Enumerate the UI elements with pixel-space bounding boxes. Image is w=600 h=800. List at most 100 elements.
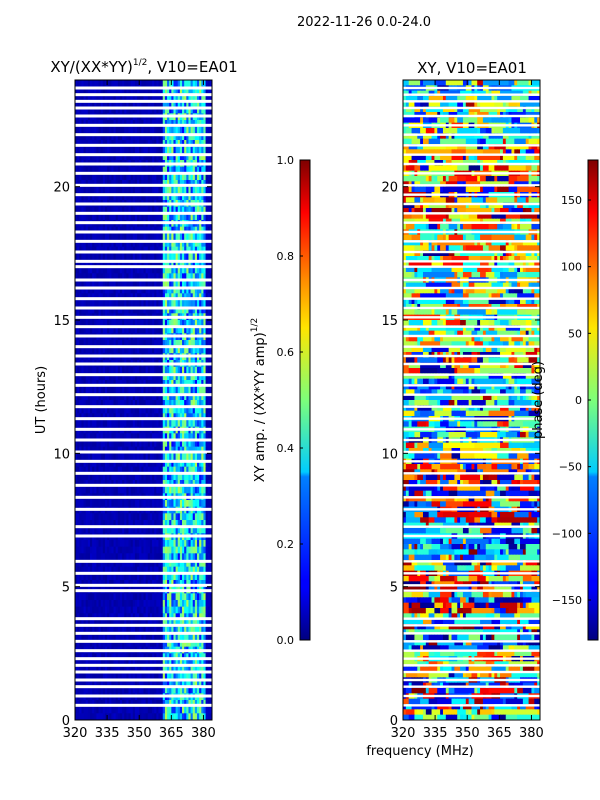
heatmap-cell xyxy=(96,180,100,188)
heatmap-cell xyxy=(188,226,192,234)
heatmap-cell xyxy=(100,140,104,148)
heatmap-cell xyxy=(87,260,91,268)
heatmap-cell xyxy=(117,300,121,308)
heatmap-cell xyxy=(104,460,108,468)
heatmap-cell xyxy=(94,473,98,481)
heatmap-cell xyxy=(186,106,190,114)
heatmap-cell xyxy=(190,406,194,414)
heatmap-cell xyxy=(119,560,123,568)
heatmap-cell xyxy=(207,126,211,134)
heatmap-cell xyxy=(169,540,172,548)
heatmap-cell xyxy=(192,380,196,388)
heatmap-cell xyxy=(167,400,170,408)
heatmap-cell xyxy=(207,560,211,568)
heatmap-cell xyxy=(162,566,166,574)
heatmap-cell xyxy=(104,140,108,148)
heatmap-cell xyxy=(128,93,132,101)
heatmap-cell xyxy=(175,293,179,301)
heatmap-cell xyxy=(83,373,87,381)
heatmap-cell xyxy=(92,133,95,141)
heatmap-cell xyxy=(98,406,102,414)
heatmap-cell xyxy=(85,593,89,601)
heatmap-cell xyxy=(164,106,168,114)
heatmap-cell xyxy=(205,233,209,241)
heatmap-cell xyxy=(117,266,121,274)
heatmap-cell xyxy=(137,213,140,221)
heatmap-cell xyxy=(143,173,147,181)
heatmap-cell xyxy=(115,106,119,114)
heatmap-cell xyxy=(111,486,115,494)
heatmap-cell xyxy=(199,246,202,254)
heatmap-cell xyxy=(162,393,166,401)
heatmap-cell xyxy=(164,233,168,241)
heatmap-cell xyxy=(154,406,157,414)
heatmap-cell xyxy=(162,80,166,88)
heatmap-cell xyxy=(194,140,198,148)
heatmap-cell xyxy=(162,133,166,141)
heatmap-cell xyxy=(184,240,187,248)
heatmap-cell xyxy=(209,560,212,568)
heatmap-cell xyxy=(194,286,198,294)
heatmap-cell xyxy=(203,246,207,254)
heatmap-cell xyxy=(171,213,175,221)
heatmap-cell xyxy=(188,406,192,414)
heatmap-cell xyxy=(179,446,183,454)
heatmap-cell xyxy=(83,173,87,181)
heatmap-cell xyxy=(177,446,181,454)
heatmap-cell xyxy=(167,566,170,574)
heatmap-cell xyxy=(102,473,106,481)
heatmap-cell xyxy=(197,206,200,214)
heatmap-cell xyxy=(171,386,175,394)
heatmap-cell xyxy=(111,320,115,328)
heatmap-cell xyxy=(188,253,192,261)
heatmap-cell xyxy=(145,100,149,108)
heatmap-cell xyxy=(87,100,91,108)
heatmap-cell xyxy=(177,500,181,508)
heatmap-cell xyxy=(156,453,160,461)
heatmap-cell xyxy=(184,306,187,314)
heatmap-cell xyxy=(197,233,200,241)
heatmap-cell xyxy=(188,433,192,441)
heatmap-cell xyxy=(137,546,140,554)
heatmap-cell xyxy=(98,166,102,174)
heatmap-cell xyxy=(158,246,162,254)
heatmap-cell xyxy=(141,440,145,448)
heatmap-cell xyxy=(79,280,83,288)
heatmap-cell xyxy=(192,573,196,581)
heatmap-cell xyxy=(201,146,205,154)
heatmap-cell xyxy=(167,253,170,261)
heatmap-cell xyxy=(173,400,177,408)
heatmap-cell xyxy=(145,80,149,88)
heatmap-cell xyxy=(171,120,175,128)
heatmap-cell xyxy=(205,266,209,274)
heatmap-cell xyxy=(184,480,187,488)
heatmap-cell xyxy=(175,226,179,234)
heatmap-cell xyxy=(152,126,155,134)
heatmap-cell xyxy=(104,253,108,261)
heatmap-cell xyxy=(119,180,123,188)
heatmap-cell xyxy=(130,440,134,448)
heatmap-cell xyxy=(162,306,166,314)
heatmap-cell xyxy=(100,340,104,348)
heatmap-cell xyxy=(109,473,112,481)
heatmap-cell xyxy=(98,473,102,481)
heatmap-cell xyxy=(130,346,134,354)
heatmap-cell xyxy=(203,346,207,354)
heatmap-cell xyxy=(83,286,87,294)
heatmap-cell xyxy=(126,273,130,281)
heatmap-cell xyxy=(81,213,85,221)
heatmap-cell xyxy=(182,513,185,521)
heatmap-cell xyxy=(190,320,194,328)
heatmap-cell xyxy=(209,573,212,581)
heatmap-cell xyxy=(139,346,142,354)
heatmap-cell xyxy=(156,386,160,394)
heatmap-cell xyxy=(85,153,89,161)
heatmap-cell xyxy=(147,106,151,114)
heatmap-cell xyxy=(96,446,100,454)
heatmap-cell xyxy=(102,420,106,428)
heatmap-cell xyxy=(89,413,93,421)
heatmap-cell xyxy=(124,213,127,221)
heatmap-cell xyxy=(199,473,202,481)
heatmap-cell xyxy=(158,526,162,534)
heatmap-cell xyxy=(111,453,115,461)
